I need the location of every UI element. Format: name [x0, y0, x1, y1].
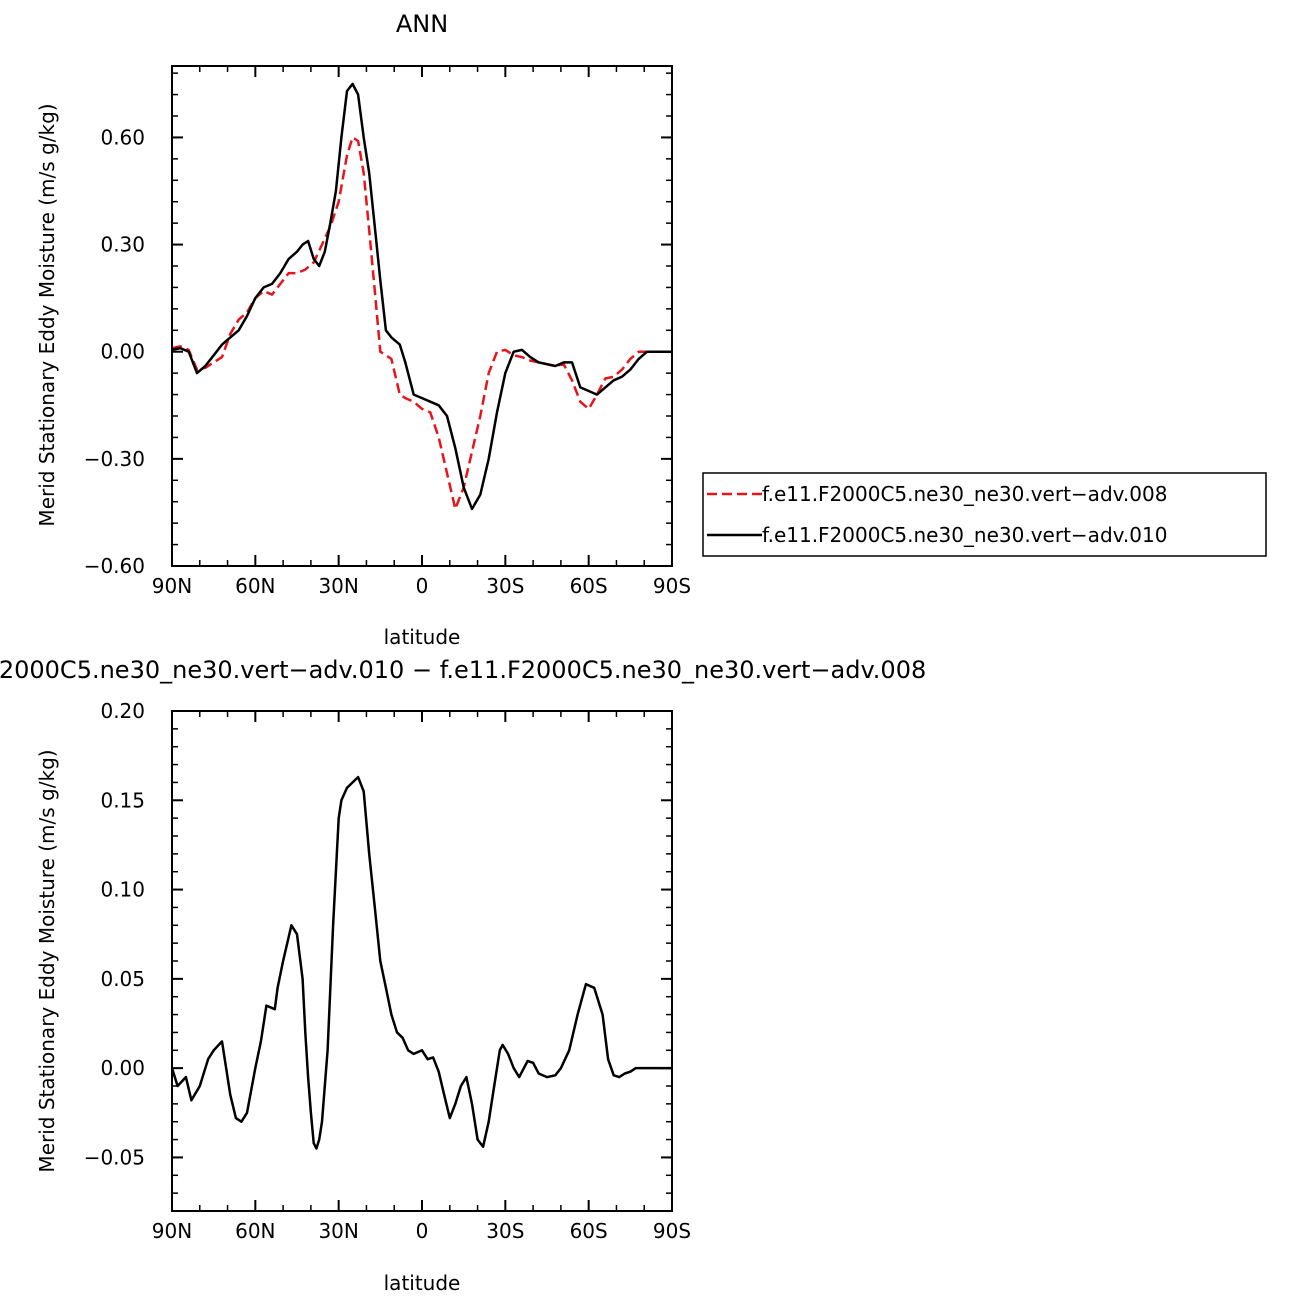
- top-xtick-label: 90S: [653, 574, 691, 598]
- top-xtick-label: 60S: [570, 574, 608, 598]
- top-ytick-label: −0.30: [84, 447, 145, 471]
- bottom-ticks: 90N 60N 30N 0 30S 60S 90S −0.05 0.00 0.05 0.10 0.15…: [84, 699, 691, 1243]
- bottom-xtick-label: 60S: [570, 1219, 608, 1243]
- top-plot-frame: [171, 65, 673, 567]
- bottom-ytick-label: 0.20: [100, 699, 145, 723]
- bottom-plot-frame: [171, 710, 673, 1212]
- bottom-xtick-label: 30N: [318, 1219, 358, 1243]
- legend-box: [702, 472, 1267, 557]
- top-xtick-label: 30N: [318, 574, 358, 598]
- bottom-xtick-label: 90S: [653, 1219, 691, 1243]
- bottom-ytick-label: 0.00: [100, 1056, 145, 1080]
- top-series-line-0: [171, 136, 672, 511]
- top-panel: ANN latitude Merid Stationary Eddy Moist…: [35, 10, 1267, 649]
- top-ytick-label: 0.30: [100, 233, 145, 257]
- bottom-panel: f.e11.F2000C5.ne30_ne30.vert−adv.010 − f…: [0, 656, 926, 1295]
- legend: f.e11.F2000C5.ne30_ne30.vert−adv.008 f.e…: [702, 472, 1267, 557]
- top-xlabel: latitude: [384, 625, 461, 649]
- top-ylabel: Merid Stationary Eddy Moisture (m/s g/kg…: [35, 103, 59, 526]
- bottom-xtick-label: 60N: [235, 1219, 275, 1243]
- top-xtick-label: 60N: [235, 574, 275, 598]
- top-xtick-label: 0: [416, 574, 429, 598]
- bottom-ytick-label: 0.10: [100, 878, 145, 902]
- bottom-xlabel: latitude: [384, 1271, 461, 1295]
- bottom-ytick-label: 0.15: [100, 788, 145, 812]
- top-title: ANN: [396, 10, 448, 38]
- top-series: [171, 82, 672, 511]
- bottom-xtick-label: 0: [416, 1219, 429, 1243]
- bottom-ylabel: Merid Stationary Eddy Moisture (m/s g/kg…: [35, 749, 59, 1172]
- top-ytick-label: 0.00: [100, 340, 145, 364]
- bottom-series: [170, 775, 672, 1150]
- bottom-xtick-label: 30S: [486, 1219, 524, 1243]
- legend-label-008: f.e11.F2000C5.ne30_ne30.vert−adv.008: [762, 482, 1167, 506]
- top-xtick-label: 90N: [152, 574, 192, 598]
- bottom-ytick-label: 0.05: [100, 967, 145, 991]
- top-series-line-1: [171, 82, 672, 511]
- bottom-xtick-label: 90N: [152, 1219, 192, 1243]
- bottom-ytick-label: −0.05: [84, 1145, 145, 1169]
- legend-label-010: f.e11.F2000C5.ne30_ne30.vert−adv.010: [762, 523, 1167, 547]
- top-ytick-label: 0.60: [100, 125, 145, 149]
- top-ytick-label: −0.60: [84, 554, 145, 578]
- top-ticks: 90N 60N 30N 0 30S 60S 90S −0.60 −0.30 0.00 0.30 0.6…: [84, 66, 691, 598]
- bottom-title: f.e11.F2000C5.ne30_ne30.vert−adv.010 − f…: [0, 656, 926, 684]
- bottom-series-line-0: [170, 775, 672, 1150]
- top-xtick-label: 30S: [486, 574, 524, 598]
